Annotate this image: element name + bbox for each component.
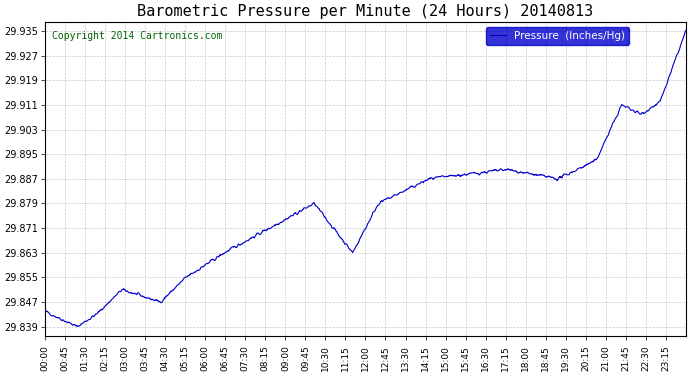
Text: Copyright 2014 Cartronics.com: Copyright 2014 Cartronics.com xyxy=(52,31,222,41)
Legend: Pressure  (Inches/Hg): Pressure (Inches/Hg) xyxy=(486,27,629,45)
Title: Barometric Pressure per Minute (24 Hours) 20140813: Barometric Pressure per Minute (24 Hours… xyxy=(137,4,593,19)
